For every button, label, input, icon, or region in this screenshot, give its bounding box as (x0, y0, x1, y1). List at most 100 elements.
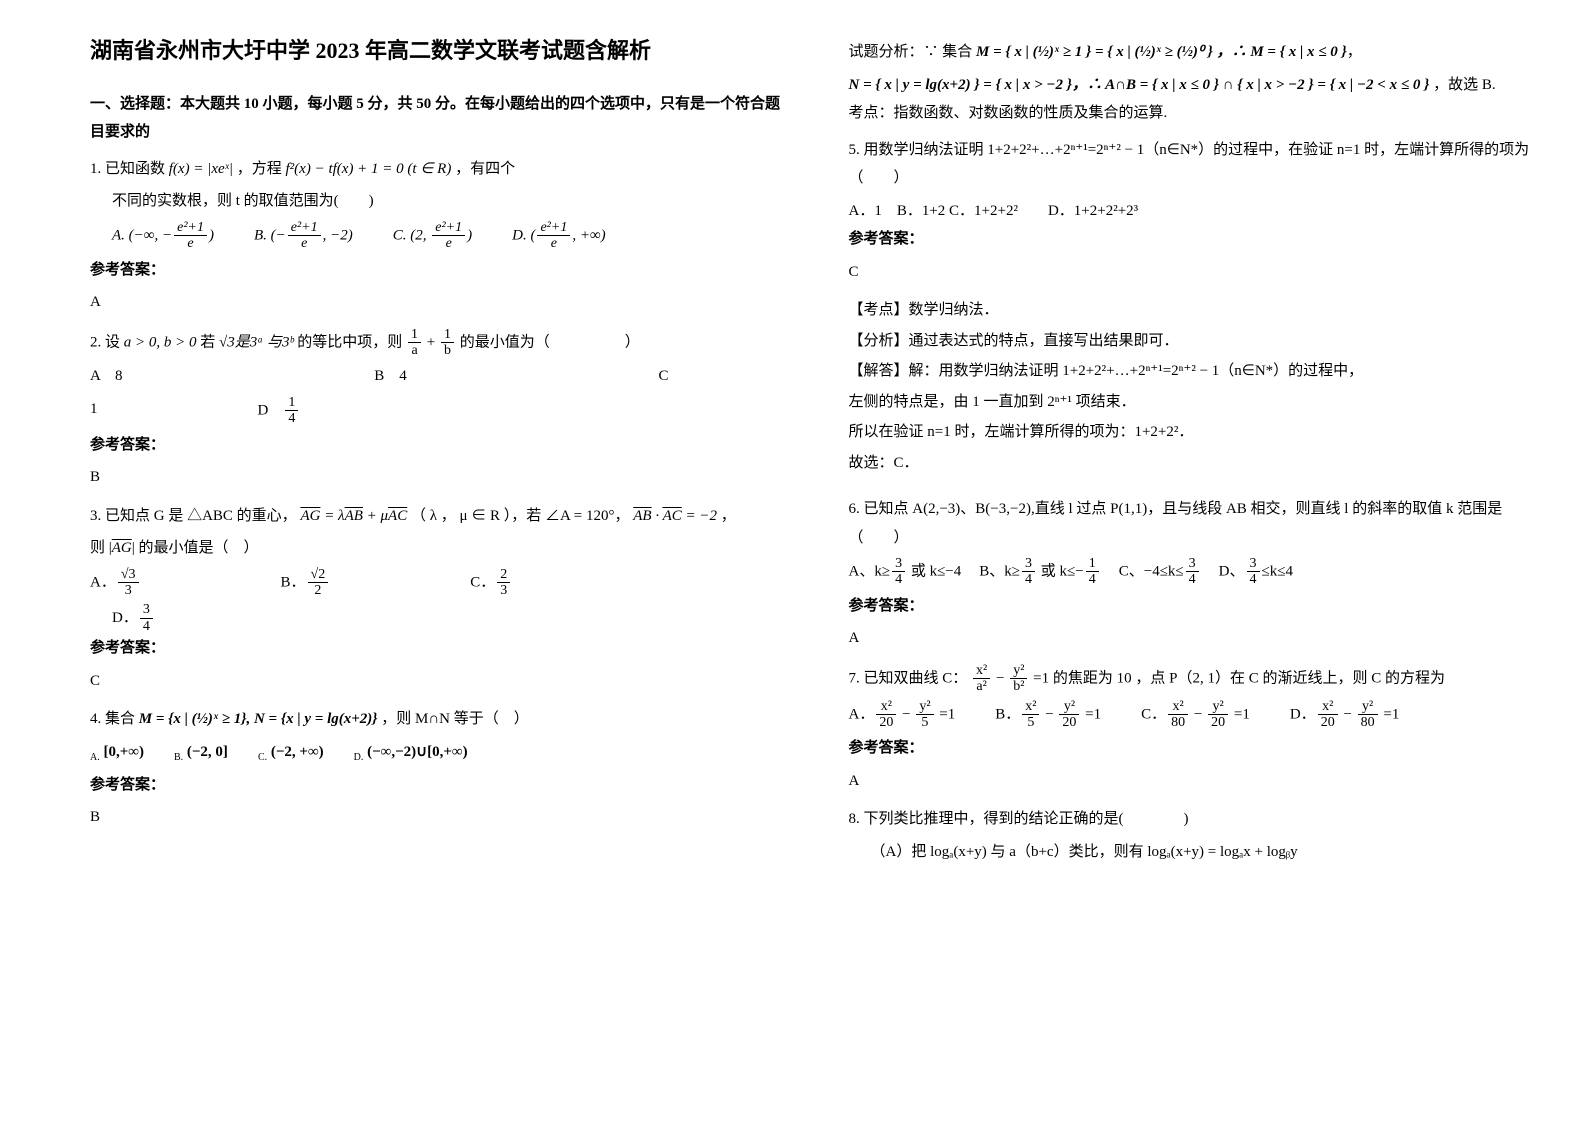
q6B-d: 4 (1022, 572, 1035, 587)
q2-f1n: 1 (408, 327, 421, 343)
q7B-d2: 20 (1059, 715, 1079, 730)
q3D-n: 3 (140, 602, 153, 618)
q1-stem-b: ，方程 (237, 161, 282, 177)
q4D-v: (−∞,−2)∪[0,+∞) (367, 744, 468, 760)
q2-cond: a > 0, b > 0 (124, 334, 197, 350)
q3D-d: 4 (140, 619, 153, 634)
q6D-p: D、 (1219, 563, 1245, 579)
q7: 7. 已知双曲线 C： x²a² − y²b² =1 的焦距为 10 ，点 P（… (849, 663, 1548, 695)
q5-k2: 【分析】通过表达式的特点，直接写出结果即可． (849, 327, 1548, 356)
q5-k1: 【考点】数学归纳法． (849, 296, 1548, 325)
q6A-s: 或 k≤−4 (907, 563, 961, 579)
q2-ans-label: 参考答案： (90, 431, 789, 460)
q1B-pre: B. (254, 227, 267, 243)
q2-f2d: b (441, 343, 454, 358)
q3-optD-row: D．34 (90, 602, 789, 634)
q7-opts: A．x²20 − y²5 =1 B．x²5 − y²20 =1 C．x²80 −… (849, 699, 1548, 731)
q2-mid: √3是3ᵃ 与3ᵇ (219, 334, 294, 350)
q6D-n: 3 (1247, 556, 1260, 572)
q6-opts: A、k≥34 或 k≤−4 B、k≥34 或 k≤−14 C、−4≤k≤34 D… (849, 556, 1548, 588)
q2D-n: 1 (285, 395, 298, 411)
q1C-den: e (432, 236, 465, 251)
section1-head: 一、选择题：本大题共 10 小题，每小题 5 分，共 50 分。在每小题给出的四… (90, 90, 789, 147)
q4-b: ，则 M∩N 等于（ ） (381, 711, 529, 727)
q2-opts-row1: A 8 B 4 C (90, 362, 789, 391)
q7B-n2: y² (1059, 699, 1079, 715)
q7-n2: y² (1010, 663, 1027, 679)
q7-ans-label: 参考答案： (849, 734, 1548, 763)
q4A-v: [0,+∞) (103, 744, 143, 760)
q7-a: 7. 已知双曲线 C： (849, 670, 968, 686)
q7B-s: =1 (1081, 706, 1101, 722)
q1D-den: e (537, 236, 570, 251)
ana-M: M = { x | (½)ˣ ≥ 1 } = { x | (½)ˣ ≥ (½)⁰… (976, 44, 1213, 60)
q6B-n: 3 (1022, 556, 1035, 572)
q7C-s: =1 (1230, 706, 1250, 722)
q3A-p: A． (90, 574, 116, 590)
q6C-n: 3 (1186, 556, 1199, 572)
q5-k5: 所以在验证 n=1 时，左端计算所得的项为：1+2+2²． (849, 418, 1548, 447)
q1C-l: (2, (410, 227, 430, 243)
q1B-l: (− (271, 227, 286, 243)
q6C-p: C、−4≤k≤ (1119, 563, 1184, 579)
q1-stem-a: 1. 已知函数 (90, 161, 165, 177)
q3-a: 3. 已知点 G 是 △ABC 的重心， (90, 508, 297, 524)
q7C-d1: 80 (1168, 715, 1188, 730)
q3A-d: 3 (118, 583, 139, 598)
q3-ans: C (90, 667, 789, 696)
q2-c: 的等比中项，则 (297, 334, 402, 350)
q1: 1. 已知函数 f(x) = |xeˣ| ，方程 f²(x) − tf(x) +… (90, 155, 789, 184)
q4C-v: (−2, +∞) (271, 744, 324, 760)
q4-opts: A. [0,+∞) B. (−2, 0] C. (−2, +∞) D. (−∞,… (90, 738, 789, 767)
q7-n1: x² (973, 663, 990, 679)
q1-ans-label: 参考答案： (90, 256, 789, 285)
q7D-s: =1 (1380, 706, 1400, 722)
q1-opts: A. (−∞, −e²+1e) B. (−e²+1e, −2) C. (2, e… (90, 220, 789, 252)
q2D: D (258, 402, 284, 418)
q7C-p: C． (1141, 706, 1166, 722)
q3-b: （ λ ， μ ∈ R ），若 ∠A = 120°， (411, 508, 630, 524)
q1C-num: e²+1 (432, 220, 465, 236)
q2-f1d: a (408, 343, 421, 358)
q1A-l: (−∞, − (129, 227, 172, 243)
q3-l2v: AG (112, 540, 132, 556)
q7A-n2: y² (916, 699, 933, 715)
q7D-d1: 20 (1318, 715, 1338, 730)
q3B-n: √2 (308, 567, 329, 583)
q1B-suf: , −2) (323, 227, 353, 243)
q4-analysis: 试题分析：∵ 集合 M = { x | (½)ˣ ≥ 1 } = { x | (… (849, 38, 1548, 67)
q6D-d: 4 (1247, 572, 1260, 587)
q5-k3: 【解答】解：用数学归纳法证明 1+2+2²+…+2ⁿ⁺¹=2ⁿ⁺² − 1（n∈… (849, 357, 1548, 386)
q7D-n1: x² (1318, 699, 1338, 715)
q7C-n1: x² (1168, 699, 1188, 715)
q5-ans: C (849, 258, 1548, 287)
q7A-n1: x² (876, 699, 896, 715)
q2-plus: + (427, 334, 435, 350)
q1C-pre: C. (393, 227, 407, 243)
q6: 6. 已知点 A(2,−3)、B(−3,−2),直线 l 过点 P(1,1)，且… (849, 495, 1548, 552)
q1D-num: e²+1 (537, 220, 570, 236)
q3-l2b: | 的最小值是（ ） (132, 540, 259, 556)
q1-fx: f(x) = |xeˣ| (169, 161, 233, 177)
q6A-p: A、k≥ (849, 563, 891, 579)
q4A-p: A. (90, 752, 100, 763)
q2: 2. 设 a > 0, b > 0 若 √3是3ᵃ 与3ᵇ 的等比中项，则 1a… (90, 327, 789, 359)
q2-d: 的最小值为（ ） (460, 334, 640, 350)
q4: 4. 集合 M = {x | (½)ˣ ≥ 1}, N = {x | y = l… (90, 705, 789, 734)
q7A-p: A． (849, 706, 875, 722)
q1D-pre: D. (512, 227, 527, 243)
q1A-num: e²+1 (174, 220, 207, 236)
q3-l2a: 则 | (90, 540, 112, 556)
q6A-d: 4 (892, 572, 905, 587)
q5-opts: A．1 B．1+2 C．1+2+2² D．1+2+2²+2³ (849, 197, 1548, 226)
q2-a: 2. 设 (90, 334, 120, 350)
q7B-p: B． (995, 706, 1020, 722)
q2B: B 4 (374, 362, 407, 391)
q2-f2n: 1 (441, 327, 454, 343)
q6C-d: 4 (1186, 572, 1199, 587)
q6A-n: 3 (892, 556, 905, 572)
q1A-suf: ) (209, 227, 214, 243)
q2A: A 8 (90, 362, 123, 391)
q7A-d2: 5 (916, 715, 933, 730)
q7A-d1: 20 (876, 715, 896, 730)
